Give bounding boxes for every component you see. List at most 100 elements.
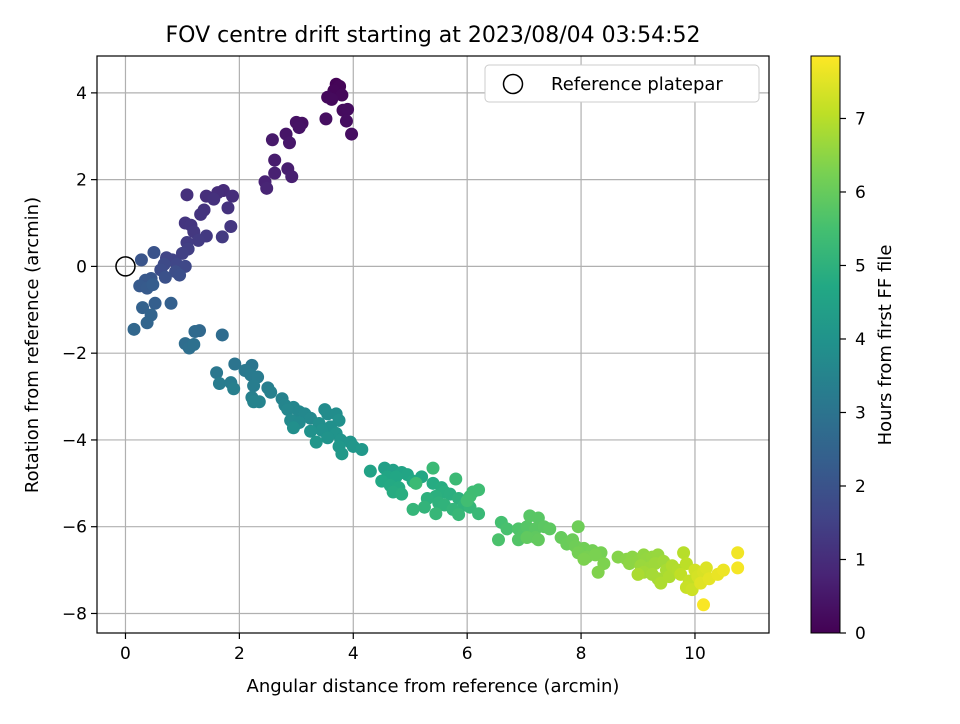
- data-point: [339, 114, 353, 128]
- y-tick-label: −2: [62, 344, 87, 364]
- colorbar-tick-label: 4: [855, 330, 866, 350]
- x-tick-label: 10: [684, 644, 706, 664]
- data-point: [265, 133, 279, 147]
- data-point: [247, 395, 261, 409]
- data-point: [173, 268, 187, 282]
- x-tick-label: 8: [576, 644, 587, 664]
- colorbar-tick-label: 6: [855, 183, 866, 203]
- x-axis-label: Angular distance from reference (arcmin): [247, 676, 620, 697]
- colorbar-tick-label: 7: [855, 109, 866, 129]
- data-point: [281, 403, 295, 417]
- data-point: [268, 166, 282, 180]
- colorbar-tick-label: 5: [855, 256, 866, 276]
- legend-label: Reference platepar: [551, 74, 723, 95]
- data-point: [207, 192, 221, 206]
- data-point: [449, 472, 463, 486]
- data-point: [148, 296, 162, 310]
- data-point: [452, 508, 466, 522]
- data-point: [406, 502, 420, 516]
- data-point: [319, 112, 333, 126]
- data-point: [224, 219, 238, 233]
- data-point: [543, 522, 557, 536]
- y-tick-label: 4: [76, 84, 87, 104]
- data-point: [531, 533, 545, 547]
- colorbar-tick-label: 1: [855, 550, 866, 570]
- data-point: [212, 377, 226, 391]
- data-point: [460, 494, 474, 508]
- data-point: [335, 88, 349, 102]
- data-point: [227, 382, 241, 396]
- colorbar-ticks: 0 1 2 3 4 5 6 7: [840, 109, 866, 644]
- colorbar: 0 1 2 3 4 5 6 7 Hours from first FF file: [810, 55, 896, 644]
- data-point: [158, 270, 172, 284]
- data-point: [191, 233, 205, 247]
- grid-lines: [97, 56, 769, 633]
- reference-point-marker: [115, 256, 136, 277]
- data-point: [136, 301, 150, 315]
- data-point: [631, 567, 645, 581]
- legend-box: [484, 64, 760, 103]
- colorbar-label: Hours from first FF file: [875, 245, 896, 446]
- data-point: [520, 531, 534, 545]
- legend-marker-open-circle: [502, 73, 524, 95]
- data-point: [286, 421, 300, 435]
- y-axis-label: Rotation from reference (arcmin): [22, 197, 43, 493]
- data-point: [215, 328, 229, 342]
- data-point: [309, 435, 323, 449]
- y-tick-label: −6: [62, 518, 87, 538]
- plot-frame: [96, 55, 770, 634]
- y-tick-label: −8: [62, 604, 87, 624]
- data-point: [164, 296, 178, 310]
- data-point: [247, 379, 261, 393]
- data-point: [341, 102, 355, 116]
- x-tick-label: 4: [348, 644, 359, 664]
- data-point: [285, 170, 299, 184]
- chart-title: FOV centre drift starting at 2023/08/04 …: [166, 23, 701, 48]
- data-point: [188, 324, 202, 338]
- data-point: [264, 385, 278, 399]
- data-point: [588, 548, 602, 562]
- data-point: [134, 253, 148, 267]
- data-point: [355, 442, 369, 456]
- data-point: [304, 424, 318, 438]
- data-point: [268, 153, 282, 167]
- legend: Reference platepar: [484, 64, 760, 103]
- x-tick-label: 6: [462, 644, 473, 664]
- data-point: [571, 520, 585, 534]
- data-point: [260, 181, 274, 195]
- data-point: [395, 487, 409, 501]
- data-point: [491, 533, 505, 547]
- data-point: [226, 189, 240, 203]
- data-point: [147, 246, 161, 260]
- data-point: [194, 207, 208, 221]
- data-point: [677, 546, 691, 560]
- data-point: [716, 563, 730, 577]
- data-point: [697, 598, 711, 612]
- data-point: [325, 92, 339, 106]
- colorbar-tick-label: 0: [855, 624, 866, 644]
- data-point: [187, 338, 201, 351]
- data-point: [429, 507, 443, 521]
- reference-marker: [115, 256, 136, 277]
- data-point: [127, 322, 141, 336]
- data-point: [472, 507, 486, 521]
- data-point: [210, 366, 224, 380]
- data-point: [409, 476, 423, 490]
- x-tick-label: 0: [120, 644, 131, 664]
- colorbar-gradient: [810, 55, 841, 634]
- data-point: [215, 230, 229, 244]
- x-tick-label: 2: [234, 644, 245, 664]
- data-point: [731, 546, 745, 560]
- data-point: [417, 500, 431, 514]
- data-point: [321, 431, 335, 445]
- data-point: [731, 561, 745, 575]
- data-point: [426, 461, 440, 475]
- colorbar-tick-label: 3: [855, 403, 866, 423]
- data-point: [140, 316, 154, 330]
- data-point: [146, 278, 160, 292]
- y-tick-label: −4: [62, 431, 87, 451]
- data-point: [175, 246, 189, 260]
- x-axis-ticks: 0 2 4 6 8 10: [120, 633, 706, 664]
- data-point: [221, 201, 235, 215]
